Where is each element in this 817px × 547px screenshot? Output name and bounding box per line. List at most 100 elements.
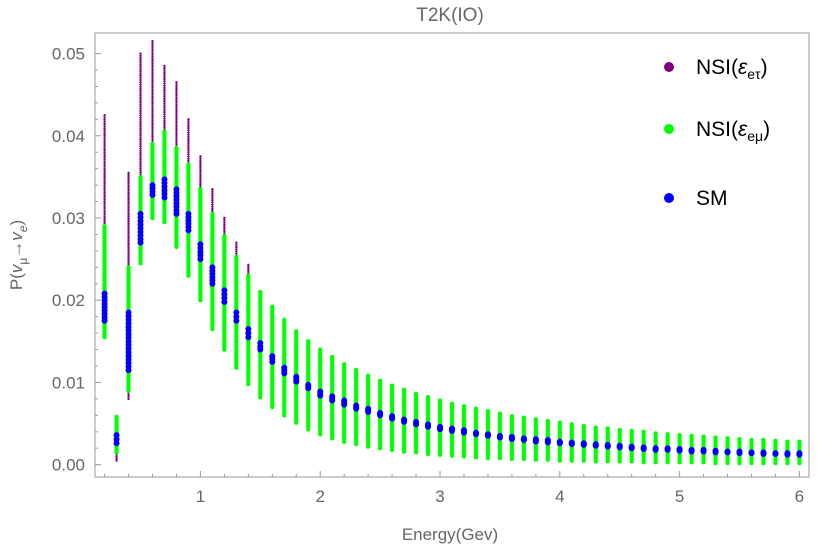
data-point <box>175 142 178 146</box>
data-point <box>761 437 766 443</box>
data-point-column <box>257 339 264 353</box>
data-point <box>580 440 587 447</box>
data-point-column <box>125 309 132 374</box>
data-point <box>163 86 166 90</box>
data-point <box>187 157 190 160</box>
data-point-column <box>784 450 791 458</box>
data-point <box>139 78 142 82</box>
data-point <box>151 40 154 43</box>
data-point <box>245 326 252 332</box>
data-point <box>197 241 204 248</box>
data-point <box>115 459 118 462</box>
data-point <box>187 126 190 130</box>
data-point <box>127 230 130 234</box>
data-point <box>485 409 491 414</box>
data-point <box>151 57 154 61</box>
x-tick-label: 1 <box>196 487 205 506</box>
data-point <box>139 54 142 57</box>
data-point <box>187 137 190 141</box>
data-point <box>341 397 348 404</box>
data-point <box>163 88 166 92</box>
data-point <box>127 197 130 201</box>
data-point <box>103 144 106 148</box>
data-point <box>163 97 166 101</box>
data-point <box>163 119 166 123</box>
data-point <box>151 123 154 127</box>
data-point <box>568 439 575 446</box>
series-0 <box>103 40 801 462</box>
data-point <box>151 108 154 111</box>
data-point <box>139 96 142 99</box>
data-point <box>175 127 178 130</box>
data-point-column <box>413 418 420 428</box>
data-point <box>509 413 515 419</box>
data-point <box>138 174 143 180</box>
data-point <box>151 128 154 131</box>
legend-nsi-emu-base: NSI( <box>696 118 738 141</box>
data-point <box>127 178 130 181</box>
legend-nsi-etau-sub: eτ <box>747 66 761 82</box>
data-point <box>127 235 130 238</box>
data-point <box>127 186 130 190</box>
data-point <box>163 91 166 94</box>
data-point <box>449 425 455 432</box>
data-point <box>151 117 154 120</box>
data-point <box>389 413 396 420</box>
data-point <box>139 83 142 86</box>
data-point <box>139 109 142 113</box>
data-point <box>235 241 238 244</box>
data-point <box>151 51 154 54</box>
data-point <box>103 131 106 135</box>
data-point <box>163 121 166 125</box>
data-point <box>377 378 383 383</box>
data-point-column <box>401 416 408 425</box>
data-point <box>139 89 142 93</box>
data-point <box>103 122 106 126</box>
data-point <box>151 132 154 136</box>
data-point <box>329 393 336 400</box>
data-point <box>223 219 226 222</box>
data-point <box>139 171 142 174</box>
data-point-column <box>736 448 743 457</box>
data-point <box>103 180 106 183</box>
data-point-column <box>544 437 551 446</box>
legend-label-sm: SM <box>696 187 728 210</box>
data-point <box>139 63 142 66</box>
data-point <box>175 103 178 106</box>
data-point <box>151 90 154 94</box>
data-point <box>175 92 178 95</box>
data-point <box>175 125 178 128</box>
data-point <box>557 420 563 425</box>
data-point <box>282 317 287 323</box>
data-point <box>127 171 130 174</box>
data-point <box>211 196 214 200</box>
data-point-column <box>389 413 396 422</box>
data-point <box>163 110 166 114</box>
data-point <box>139 158 142 161</box>
y-axis-label: P(vμ→ve) <box>7 220 30 290</box>
data-point <box>163 71 166 74</box>
data-point <box>199 179 202 182</box>
data-point-column <box>508 433 515 443</box>
data-point <box>222 233 227 239</box>
data-point <box>127 208 130 212</box>
data-point <box>223 230 226 233</box>
data-point <box>151 99 154 103</box>
data-point-column <box>640 444 647 453</box>
data-point <box>163 93 166 96</box>
data-point <box>103 195 106 199</box>
data-point <box>127 175 130 179</box>
data-point <box>127 246 130 249</box>
data-point <box>556 438 563 445</box>
data-point <box>139 136 142 139</box>
y-tick-label: 0.01 <box>52 373 85 392</box>
data-point <box>151 93 154 96</box>
data-point <box>103 189 106 192</box>
data-point <box>139 56 142 60</box>
data-point <box>139 151 142 155</box>
data-point <box>103 138 106 141</box>
data-point <box>173 186 180 193</box>
data-point <box>139 162 142 166</box>
legend-nsi-etau-close: ) <box>761 56 768 79</box>
data-point <box>247 263 250 267</box>
